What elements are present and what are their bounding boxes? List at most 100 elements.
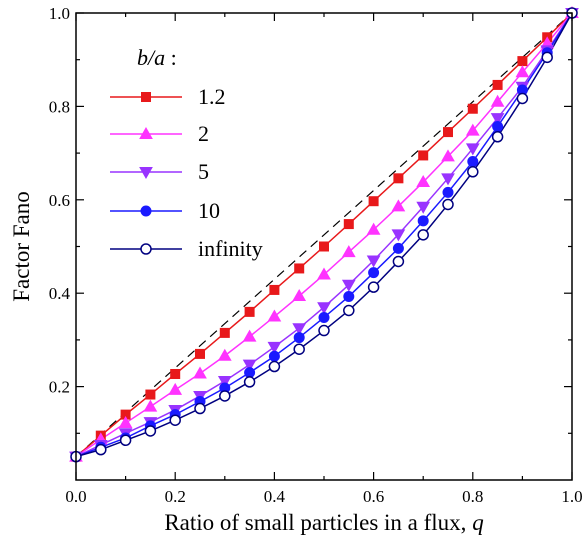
data-point — [244, 306, 255, 317]
x-tick-label: 0.0 — [65, 487, 86, 506]
y-tick-label: 0.4 — [49, 284, 71, 303]
data-point — [317, 302, 331, 315]
data-point — [368, 196, 379, 207]
data-point — [368, 267, 380, 279]
legend-item-1: 2 — [110, 121, 209, 146]
data-point — [194, 402, 206, 415]
data-point — [442, 186, 454, 198]
data-point — [392, 242, 404, 254]
legend-marker — [139, 167, 153, 180]
data-point — [467, 166, 479, 178]
data-point — [441, 149, 455, 162]
legend-label: 10 — [198, 198, 220, 223]
data-point — [294, 263, 305, 274]
data-point — [193, 366, 207, 379]
data-point — [268, 360, 281, 373]
data-point — [443, 127, 453, 138]
x-tick-label: 0.6 — [363, 487, 384, 506]
data-point — [118, 416, 133, 429]
x-tick-label: 0.2 — [165, 487, 186, 506]
data-point — [168, 382, 183, 395]
data-point — [219, 327, 230, 338]
x-tick-label: 0.8 — [462, 487, 483, 506]
data-point — [269, 284, 280, 295]
data-point — [242, 329, 257, 342]
data-point — [517, 56, 528, 67]
data-point — [144, 425, 157, 437]
data-point — [293, 332, 305, 344]
data-point — [244, 367, 256, 379]
legend-marker — [140, 205, 152, 217]
data-point — [515, 65, 530, 78]
data-point — [319, 241, 329, 252]
legend-marker — [141, 92, 151, 102]
data-point — [343, 219, 354, 230]
data-point — [292, 323, 307, 336]
data-point — [341, 245, 356, 258]
data-point — [243, 376, 256, 388]
legend-title-colon: : — [165, 45, 177, 70]
data-point — [195, 348, 205, 359]
data-point — [145, 389, 156, 400]
data-point — [268, 350, 280, 362]
data-point — [441, 173, 455, 186]
x-tick-label: 1.0 — [561, 487, 582, 506]
data-point — [417, 229, 429, 241]
data-point — [416, 175, 431, 188]
legend-label: 1.2 — [198, 84, 226, 109]
legend-title-variable: b/a — [137, 45, 165, 70]
y-tick-label: 0.6 — [49, 191, 70, 210]
legend-marker — [140, 243, 152, 255]
data-point — [391, 199, 406, 212]
legend-item-0: 1.2 — [110, 84, 226, 109]
data-point — [465, 123, 480, 136]
data-point — [293, 343, 305, 355]
data-point — [465, 143, 480, 156]
data-point — [467, 103, 478, 114]
legend-item-4: infinity — [110, 236, 263, 261]
data-point — [391, 229, 406, 242]
data-point — [318, 311, 330, 323]
data-point — [119, 434, 132, 447]
reference-dashed-line — [75, 12, 573, 458]
legend-marker — [139, 126, 153, 139]
legend-label: 2 — [198, 121, 209, 146]
data-point — [143, 399, 158, 412]
data-point — [170, 368, 181, 379]
data-point — [393, 173, 404, 184]
data-point — [95, 443, 107, 456]
data-point — [267, 341, 282, 354]
data-point — [467, 156, 479, 168]
data-point — [492, 79, 503, 90]
data-point — [318, 324, 330, 337]
y-tick-label: 1.0 — [49, 4, 70, 23]
data-point — [242, 359, 257, 372]
data-point — [492, 120, 504, 132]
data-point — [491, 131, 504, 143]
data-point — [442, 198, 454, 211]
y-tick-label: 0.2 — [49, 378, 70, 397]
data-point — [366, 222, 381, 235]
data-point — [219, 390, 231, 402]
y-tick-label: 0.8 — [49, 97, 70, 116]
data-point — [317, 267, 331, 280]
data-point — [367, 281, 380, 293]
data-point — [292, 288, 307, 302]
data-point — [541, 51, 553, 64]
data-point — [516, 92, 529, 105]
data-point — [341, 279, 356, 292]
data-point — [392, 255, 405, 268]
data-point — [217, 375, 232, 389]
x-axis-title-text: Ratio of small particles in a flux, — [164, 510, 472, 535]
data-point — [417, 215, 429, 227]
x-axis-title: Ratio of small particles in a flux, q — [164, 510, 483, 535]
data-point — [343, 304, 355, 317]
x-tick-label: 0.4 — [264, 487, 286, 506]
y-axis-title: Factor Fano — [9, 191, 34, 302]
plot-area — [69, 5, 579, 464]
data-point — [343, 290, 355, 302]
data-point — [366, 255, 381, 268]
data-point — [267, 309, 282, 322]
